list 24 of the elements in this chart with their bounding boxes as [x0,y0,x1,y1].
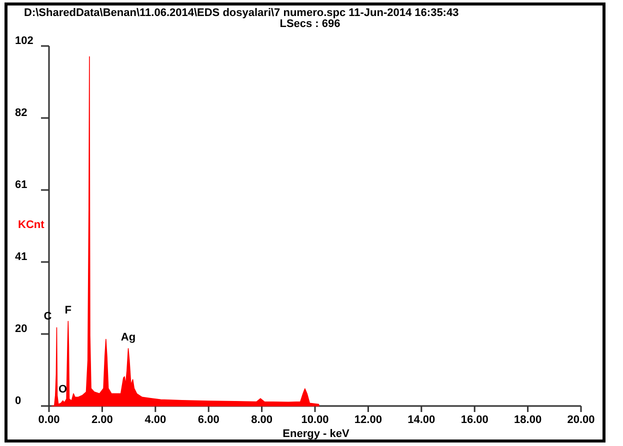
y-tick-label: 41 [15,250,28,263]
chart-title: D:\SharedData\Benan\11.06.2014\EDS dosyalari\7 numero.spc 11-Jun-2014 16:35:43 [24,7,459,19]
x-tick-label: 20.00 [567,414,595,426]
x-tick-label: 18.00 [514,414,542,426]
x-tick-label: 6.00 [198,414,220,426]
y-tick-label: 102 [15,34,34,47]
x-tick-label: 8.00 [251,414,273,426]
y-tick-label: 61 [15,178,28,191]
x-tick-label: 0.00 [38,414,60,426]
annotation: F [64,304,72,316]
annotation: Ag [120,331,136,344]
y-axis-title: KCnt [18,219,45,231]
x-tick-label: 10.00 [301,414,329,426]
x-tick-label: 4.00 [144,414,166,426]
chart-subtitle: LSecs : 696 [280,18,340,30]
x-tick-label: 16.00 [460,414,488,426]
y-tick-label: 82 [15,106,28,119]
x-tick-label: 14.00 [408,414,436,426]
annotation: O [58,384,68,396]
y-tick-label: 0 [15,394,22,407]
x-tick-label: 12.00 [354,414,382,426]
x-tick-label: 2.00 [91,414,113,426]
x-axis-title: Energy - keV [282,428,350,440]
y-tick-label: 20 [15,322,28,335]
